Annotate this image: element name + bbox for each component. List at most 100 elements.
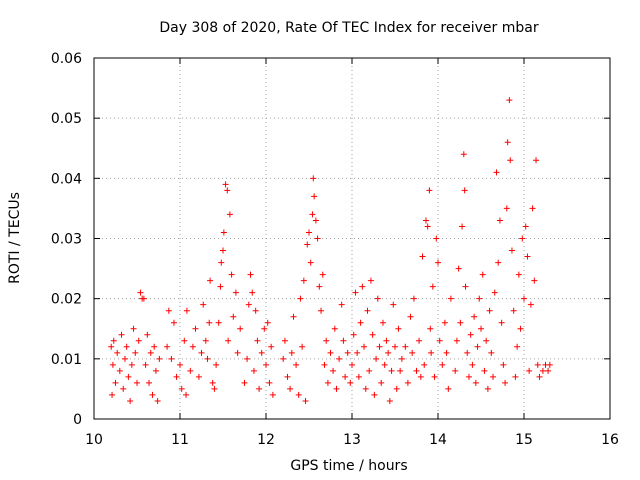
data-point [319,271,326,278]
data-point [479,271,486,278]
data-point [350,331,357,338]
data-point [128,361,135,368]
data-point [245,301,252,308]
data-point [531,277,538,284]
data-point [127,397,134,404]
data-point [200,301,207,308]
y-tick-label: 0 [73,412,82,428]
data-point [431,373,438,380]
data-point [280,355,287,362]
x-tick-labels: 10 11 12 13 14 15 16 [85,432,619,448]
data-point [374,295,381,302]
data-point [546,361,553,368]
data-point [222,181,229,188]
data-point [355,373,362,380]
data-point [140,295,147,302]
data-point [386,397,393,404]
y-tick-label: 0.02 [51,292,82,308]
data-point [388,367,395,374]
data-point [300,277,307,284]
data-point [316,283,323,290]
data-point [268,343,275,350]
data-point [504,139,511,146]
data-point [209,379,216,386]
data-point [226,211,233,218]
data-point [217,283,224,290]
data-point [144,331,151,338]
data-point [340,337,347,344]
data-point [362,385,369,392]
data-point [467,331,474,338]
data-point [306,229,312,236]
data-point [336,355,343,362]
data-point [297,295,304,302]
data-point [264,319,271,326]
data-point [524,253,531,260]
data-point [373,355,380,362]
data-point [310,175,317,182]
data-point [152,367,159,374]
data-point [379,319,386,326]
data-point [225,337,232,344]
data-point [364,307,371,314]
data-point [493,169,500,176]
data-point [123,343,130,350]
data-point [327,349,334,356]
data-point [344,349,351,356]
data-point [247,271,254,278]
data-point [507,157,514,164]
data-point [462,283,469,290]
data-point [459,223,466,230]
data-point [189,343,196,350]
data-point [237,325,244,332]
data-point [378,379,385,386]
data-point [165,307,172,314]
data-point [392,343,398,350]
data-point [352,289,359,296]
data-point [331,325,338,332]
data-point [510,307,517,314]
data-point [419,253,426,260]
data-point [249,289,256,296]
data-point [409,349,416,356]
data-point [465,373,472,380]
data-point [342,373,349,380]
data-points [108,97,553,404]
y-tick-label: 0.06 [51,51,82,67]
x-tick-label: 15 [515,432,533,448]
data-point [426,187,433,194]
data-point [187,367,194,374]
data-point [314,235,321,242]
data-point [539,367,546,374]
data-point [490,373,497,380]
data-point [484,385,491,392]
data-point [168,355,175,362]
data-point [234,349,241,356]
data-point [407,313,414,320]
data-point [258,349,265,356]
data-point [478,325,484,332]
x-tick-label: 12 [257,432,275,448]
data-point [261,325,268,332]
data-point [338,301,345,308]
data-point [416,337,423,344]
data-point [395,325,402,332]
data-point [109,361,116,368]
data-point [534,361,541,368]
x-tick-label: 16 [601,432,619,448]
data-point [323,337,330,344]
data-point [349,361,355,368]
data-point [376,343,383,350]
data-point [125,373,132,380]
data-point [230,313,237,320]
data-point [455,265,462,272]
data-point [453,337,460,344]
data-point [288,349,295,356]
data-point [284,373,291,380]
data-point [252,307,259,314]
data-point [170,319,177,326]
data-point [417,373,424,380]
data-point [483,337,490,344]
data-point [109,391,116,398]
